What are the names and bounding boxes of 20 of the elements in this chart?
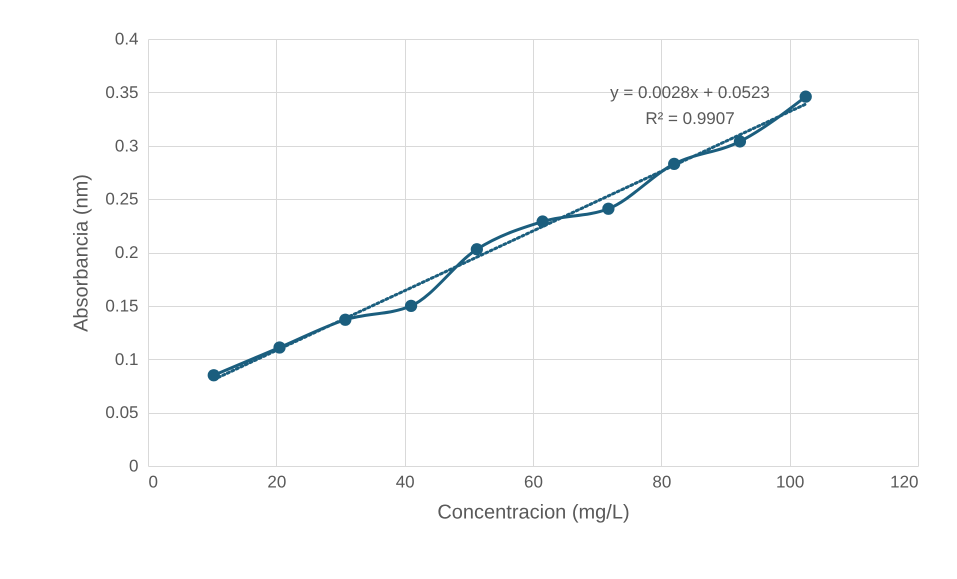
- x-tick-label: 80: [652, 472, 672, 492]
- annotation: y = 0.0028x + 0.0523: [610, 83, 770, 102]
- y-axis-title: Absorbancia (nm): [70, 174, 92, 332]
- y-tick-label: 0.25: [105, 190, 138, 209]
- y-tick-label: 0.35: [105, 82, 138, 102]
- x-axis-title: Concentracion (mg/L): [437, 502, 630, 524]
- y-tick-label: 0.3: [114, 136, 138, 156]
- x-tick-label: 100: [776, 472, 804, 492]
- y-tick-label: 0.05: [105, 403, 138, 422]
- y-tick-label: 0.15: [105, 296, 138, 316]
- x-tick-label: 40: [396, 472, 415, 492]
- x-tick-label: 20: [267, 472, 286, 492]
- y-tick-label: 0: [129, 456, 138, 476]
- y-tick-label: 0.4: [114, 30, 138, 48]
- x-tick-label: 60: [524, 472, 543, 492]
- y-tick-label: 0.2: [114, 243, 138, 262]
- annotation: R² = 0.9907: [645, 109, 735, 128]
- y-tick-label: 0.1: [114, 350, 138, 369]
- x-tick-label: 0: [148, 472, 158, 492]
- x-tick-label: 120: [890, 472, 918, 492]
